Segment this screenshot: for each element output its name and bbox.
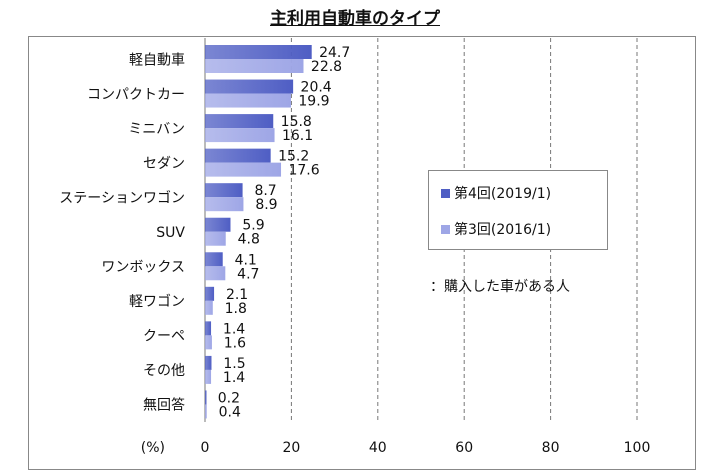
bar-0 <box>205 79 294 94</box>
data-label: 20.4 <box>301 80 332 96</box>
category-label: 無回答 <box>143 397 185 414</box>
data-label: 0.2 <box>218 390 240 406</box>
bar-0 <box>205 252 223 267</box>
legend-swatch <box>441 224 450 234</box>
data-label: 8.9 <box>255 197 277 213</box>
data-label: 22.8 <box>311 59 342 75</box>
legend-swatch <box>441 188 450 198</box>
x-tick-label: 80 <box>542 440 560 456</box>
x-axis-label: (%) <box>141 440 165 456</box>
bar-0 <box>205 355 212 370</box>
data-label: 5.9 <box>242 218 264 234</box>
bar-1 <box>205 369 212 384</box>
x-tick-label: 100 <box>624 440 651 456</box>
legend-item-series-1: 第3回(2016/1) <box>441 219 551 239</box>
bar-1 <box>205 266 226 281</box>
data-label: 4.8 <box>238 232 260 248</box>
bar-1 <box>205 93 291 108</box>
bar-1 <box>205 162 282 177</box>
category-label: その他 <box>143 363 185 379</box>
data-label: 24.7 <box>319 45 350 61</box>
bar-1 <box>205 197 244 212</box>
data-label: 19.9 <box>298 94 329 110</box>
bar-0 <box>205 321 212 336</box>
bar-0 <box>205 217 231 232</box>
bar-1 <box>205 300 213 315</box>
data-label: 1.4 <box>223 321 245 337</box>
data-label: 1.4 <box>223 370 245 386</box>
bar-0 <box>205 148 271 163</box>
chart-note: ：購入した車がある人 <box>430 279 570 295</box>
category-label: クーペ <box>143 329 185 345</box>
category-label: 軽ワゴン <box>129 293 185 310</box>
data-label: 17.6 <box>288 163 319 179</box>
data-label: 15.2 <box>278 149 309 165</box>
x-tick-label: 20 <box>282 440 300 456</box>
category-label: ステーションワゴン <box>59 189 185 206</box>
x-tick-label: 40 <box>369 440 387 456</box>
chart-frame <box>28 36 696 470</box>
legend-label: 第3回(2016/1) <box>454 222 552 238</box>
bar-0 <box>205 114 274 129</box>
category-label: ワンボックス <box>101 260 185 276</box>
bar-1 <box>205 128 275 143</box>
data-label: 1.8 <box>225 301 247 317</box>
legend-label: 第4回(2019/1) <box>454 186 552 202</box>
bar-1 <box>205 231 226 246</box>
data-label: 1.5 <box>223 356 245 372</box>
bar-0 <box>205 183 243 198</box>
category-label: SUV <box>156 225 185 241</box>
bar-1 <box>205 335 212 350</box>
data-label: 4.7 <box>237 266 259 282</box>
bar-0 <box>205 390 207 405</box>
x-tick-label: 60 <box>455 440 473 456</box>
data-label: 1.6 <box>224 335 246 351</box>
data-label: 8.7 <box>254 183 276 199</box>
chart-title: 主利用自動車のタイプ <box>270 9 440 29</box>
x-tick-label: 0 <box>201 440 210 456</box>
category-label: ミニバン <box>128 121 185 137</box>
data-label: 15.8 <box>281 114 312 130</box>
data-label: 0.4 <box>219 404 241 420</box>
data-label: 4.1 <box>235 252 257 268</box>
category-label: コンパクトカー <box>87 87 185 103</box>
legend: 第4回(2019/1) 第3回(2016/1) <box>428 170 608 250</box>
data-label: 2.1 <box>226 287 248 303</box>
bar-1 <box>205 59 304 73</box>
category-label: セダン <box>143 156 185 172</box>
data-label: 16.1 <box>282 128 313 144</box>
category-label: 軽自動車 <box>129 51 185 68</box>
legend-item-series-0: 第4回(2019/1) <box>441 183 551 203</box>
bar-0 <box>205 45 312 59</box>
bar-1 <box>205 404 207 419</box>
bar-0 <box>205 286 215 301</box>
